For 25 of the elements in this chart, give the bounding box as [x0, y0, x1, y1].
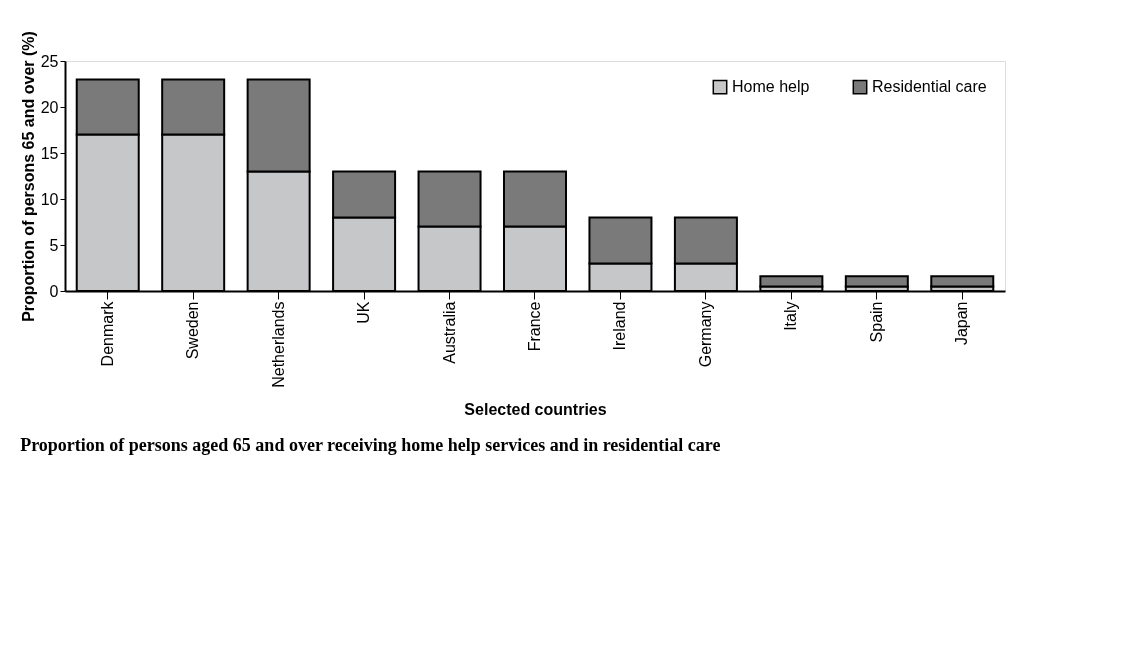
x-tick-label: France — [526, 301, 543, 352]
bar — [930, 275, 995, 288]
x-axis-title: Selected countries — [464, 400, 607, 418]
x-tick-label: Denmark — [98, 300, 116, 367]
x-tick-label: Netherlands — [269, 301, 287, 388]
x-tick-label: Italy — [782, 301, 800, 331]
x-tick-label: Australia — [440, 301, 458, 364]
y-tick-label: 5 — [49, 236, 59, 254]
y-tick-label: 15 — [40, 144, 59, 162]
y-tick-label: 25 — [40, 52, 59, 70]
bar — [844, 275, 909, 288]
x-tick-label: Japan — [953, 301, 971, 346]
y-tick-label: 20 — [40, 98, 59, 116]
x-tick-label: Ireland — [611, 301, 629, 351]
x-tick-label: Sweden — [184, 301, 202, 360]
y-tick-label: 10 — [40, 190, 59, 208]
bar — [759, 275, 824, 288]
x-tick-label: Spain — [867, 301, 885, 343]
legend-label: Residential care — [872, 78, 987, 96]
y-tick-label: 0 — [49, 282, 59, 300]
x-tick-label: UK — [355, 301, 373, 324]
y-axis-title: Proportion of persons 65 and over (%) — [19, 31, 37, 322]
text: Proportion of persons aged 65 and over receiving home help services and in residential care — [20, 435, 721, 456]
x-tick-label: Germany — [696, 301, 714, 368]
legend-label: Home help — [732, 78, 810, 96]
